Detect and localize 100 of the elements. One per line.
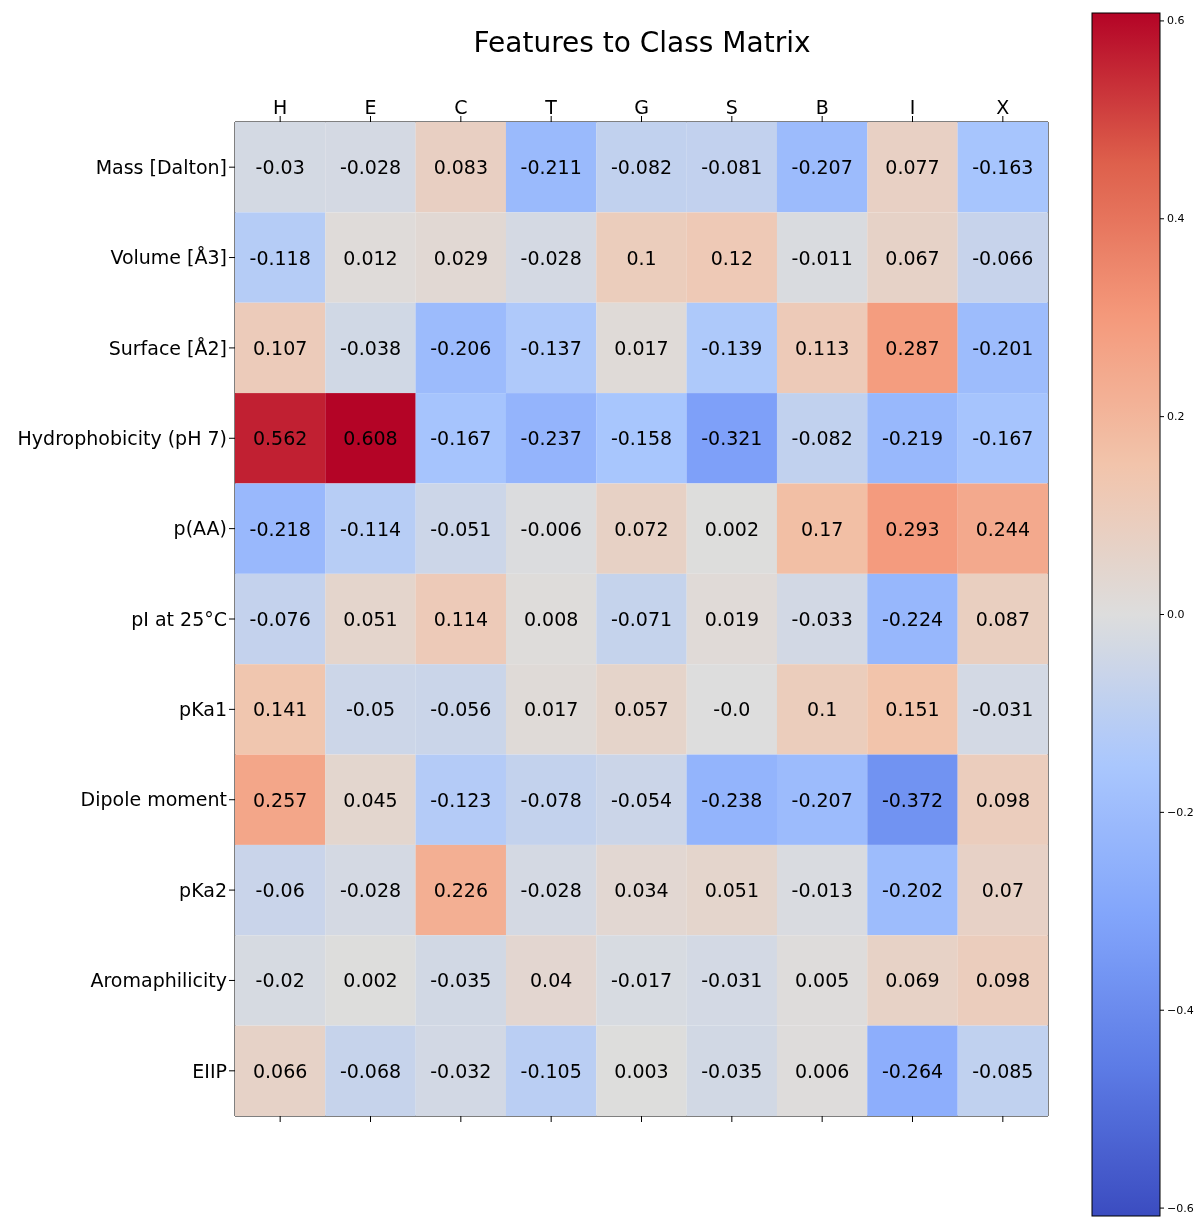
data-label: 0.051 [343, 608, 398, 630]
data-label: -0.078 [520, 788, 582, 811]
data-label: 0.005 [794, 969, 850, 992]
data-label: -0.139 [701, 336, 763, 359]
color-bar-label: 0.0 [1167, 608, 1185, 621]
data-label: 0.012 [343, 246, 398, 269]
data-label: -0.031 [972, 698, 1034, 721]
data-label: 0.226 [433, 879, 489, 902]
y-tick-label: p(AA) [173, 517, 227, 540]
color-bar-label: −0.4 [1167, 1003, 1194, 1017]
color-bar-label: 0.4 [1167, 212, 1185, 226]
data-label: 0.1 [807, 698, 838, 721]
data-label: -0.218 [249, 517, 311, 540]
data-label: -0.207 [791, 788, 853, 811]
chart-title: Features to Class Matrix [472, 26, 812, 59]
data-label: 0.006 [794, 1059, 850, 1082]
data-label: 0.008 [523, 608, 579, 630]
data-label: 0.098 [975, 969, 1031, 992]
data-label: -0.219 [881, 427, 944, 450]
data-label: 0.034 [614, 879, 669, 902]
data-label: -0.372 [881, 788, 944, 811]
data-label: -0.013 [791, 879, 853, 902]
data-label: -0.05 [345, 698, 396, 721]
data-label: -0.206 [430, 336, 492, 359]
y-tick-label: Mass [Dalton] [95, 155, 227, 178]
data-label: -0.118 [249, 246, 311, 269]
data-label: 0.17 [801, 517, 844, 540]
data-label: 0.1 [626, 246, 657, 269]
x-tick-label: C [454, 96, 468, 118]
data-label: -0.051 [430, 517, 492, 540]
data-label: -0.028 [339, 156, 402, 179]
data-label: -0.071 [610, 608, 673, 630]
data-label: -0.163 [972, 156, 1034, 179]
y-tick-label: Aromaphilicity [90, 969, 227, 992]
data-label: -0.081 [701, 156, 763, 179]
data-label: -0.076 [249, 608, 311, 630]
data-label: -0.114 [339, 517, 402, 540]
data-label: -0.028 [339, 879, 402, 902]
y-tick-label: EIIP [192, 1059, 227, 1082]
data-label: 0.066 [252, 1059, 308, 1082]
data-label: -0.201 [972, 336, 1034, 359]
data-label: 0.057 [614, 698, 669, 721]
data-label: -0.066 [972, 246, 1034, 269]
data-label: -0.158 [610, 427, 673, 450]
data-label: 0.019 [704, 608, 760, 630]
data-label: -0.035 [701, 1059, 763, 1082]
data-label: 0.002 [343, 969, 398, 992]
data-label: -0.082 [791, 427, 853, 450]
data-label: -0.224 [881, 608, 944, 630]
data-label: -0.202 [881, 879, 944, 902]
y-tick-label: Surface [Å2] [108, 336, 227, 359]
color-bar-label: −0.2 [1167, 805, 1194, 819]
x-tick-label: H [273, 96, 288, 118]
data-label: -0.321 [701, 427, 763, 450]
data-label: 0.562 [252, 427, 308, 450]
data-label: 0.003 [614, 1059, 669, 1082]
y-tick-label: Volume [Å3] [110, 246, 227, 269]
data-label: -0.038 [339, 336, 402, 359]
data-label: 0.151 [885, 698, 940, 721]
data-label: -0.02 [255, 969, 305, 992]
data-label: -0.264 [881, 1059, 944, 1082]
data-label: 0.12 [710, 246, 753, 269]
data-label: 0.257 [252, 788, 308, 811]
y-tick-label: pI at 25°C [131, 607, 227, 630]
data-label: 0.04 [530, 969, 573, 992]
data-label: 0.107 [252, 336, 308, 359]
data-label: 0.141 [252, 698, 308, 721]
x-tick-label: E [364, 96, 377, 118]
data-label: -0.167 [430, 427, 492, 450]
data-label: -0.105 [520, 1059, 582, 1082]
data-label: -0.123 [430, 788, 492, 811]
data-label: -0.137 [520, 336, 582, 359]
data-label: 0.072 [614, 517, 669, 540]
data-label: -0.085 [972, 1059, 1034, 1082]
data-label: -0.017 [610, 969, 673, 992]
data-label: 0.002 [704, 517, 760, 540]
data-label: 0.114 [433, 608, 489, 630]
data-label: 0.029 [433, 246, 489, 269]
data-label: -0.238 [701, 788, 763, 811]
data-label: -0.056 [430, 698, 492, 721]
color-bar-label: −0.6 [1167, 1201, 1194, 1215]
data-label: -0.082 [610, 156, 673, 179]
data-label: 0.07 [981, 879, 1024, 902]
x-tick-label: S [725, 96, 738, 118]
y-tick-label: pKa1 [179, 698, 227, 721]
data-label: 0.098 [975, 788, 1031, 811]
data-label: -0.068 [339, 1059, 402, 1082]
data-label: -0.031 [701, 969, 763, 992]
color-bar-label: 0.6 [1167, 14, 1185, 28]
data-label: -0.06 [255, 879, 305, 902]
data-label: -0.028 [520, 246, 582, 269]
data-label: 0.608 [343, 427, 398, 450]
data-label: 0.083 [433, 156, 489, 179]
data-label: -0.032 [430, 1059, 492, 1082]
data-label: -0.054 [610, 788, 673, 811]
data-label: 0.113 [794, 336, 850, 359]
data-label: 0.045 [343, 788, 398, 811]
data-label: 0.017 [523, 698, 579, 721]
x-tick-label: X [996, 96, 1010, 118]
data-label: -0.207 [791, 156, 853, 179]
